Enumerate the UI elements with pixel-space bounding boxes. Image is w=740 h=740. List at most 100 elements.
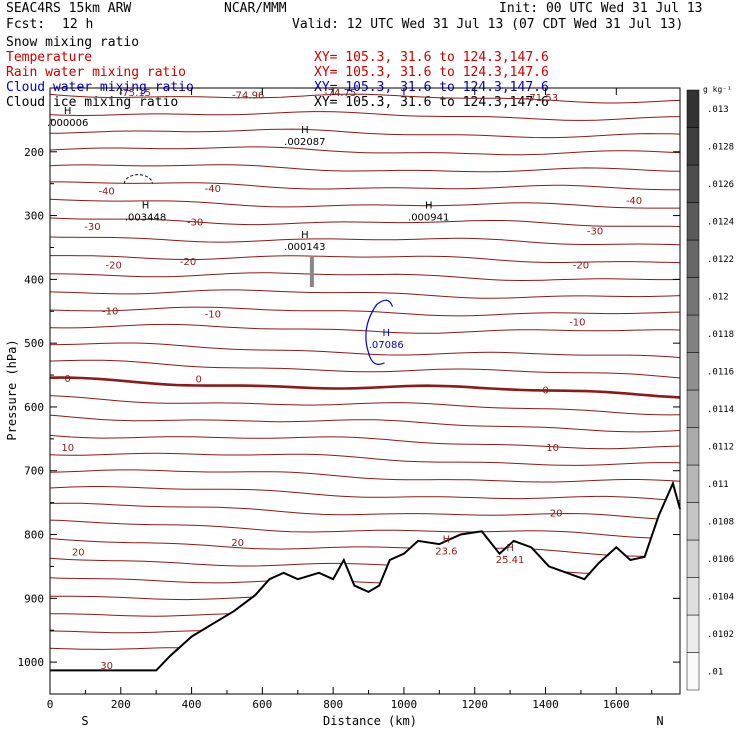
temperature-label: -20 bbox=[180, 257, 196, 268]
temperature-label: 10 bbox=[61, 443, 74, 454]
colorbar-cell bbox=[686, 352, 700, 391]
temperature-contour-line bbox=[49, 342, 681, 359]
north-label: N bbox=[656, 714, 663, 728]
temperature-label: -71.53 bbox=[526, 93, 558, 104]
colorbar-cell bbox=[686, 314, 700, 353]
temperature-label: -20 bbox=[573, 260, 589, 271]
colorbar-tick-label: .0118 bbox=[707, 330, 734, 340]
temperature-label: 0 bbox=[542, 385, 548, 396]
colorbar-tick-label: .013 bbox=[707, 105, 729, 115]
max-marker: H bbox=[506, 543, 514, 554]
cloud-water-contour bbox=[365, 299, 394, 365]
temperature-label: -40 bbox=[205, 184, 221, 195]
colorbar-cell bbox=[686, 127, 700, 166]
temperature-contour-line bbox=[49, 128, 681, 139]
init-time: Init: 00 UTC Wed 31 Jul 13 bbox=[499, 1, 703, 16]
x-tick-label: 0 bbox=[47, 698, 54, 711]
temperature-label: -74.96 bbox=[232, 91, 264, 102]
max-marker: H bbox=[64, 106, 72, 117]
colorbar-tick-label: .012 bbox=[707, 292, 729, 302]
temperature-label: -74.75 bbox=[324, 88, 356, 99]
colorbar-tick-label: .0112 bbox=[707, 442, 734, 452]
fcst-label: Fcst: bbox=[6, 17, 46, 32]
colorbar-cell bbox=[686, 89, 700, 128]
field-features bbox=[123, 174, 394, 365]
temperature-label: -30 bbox=[587, 227, 603, 238]
y-tick-label: 300 bbox=[24, 210, 44, 223]
valid-time: Valid: 12 UTC Wed 31 Jul 13 (07 CDT Wed … bbox=[292, 17, 684, 32]
max-value: .003448 bbox=[125, 212, 166, 223]
x-tick-label: 1600 bbox=[603, 698, 630, 711]
y-tick-label: 500 bbox=[24, 337, 44, 350]
max-value: 23.6 bbox=[435, 547, 457, 558]
colorbar-cell bbox=[686, 277, 700, 316]
y-axis-title: Pressure (hPa) bbox=[5, 339, 19, 440]
y-tick-label: 700 bbox=[24, 465, 44, 478]
x-tick-label: 800 bbox=[323, 698, 343, 711]
x-tick-label: 1000 bbox=[391, 698, 418, 711]
temperature-label: 20 bbox=[550, 508, 563, 519]
y-tick-label: 600 bbox=[24, 401, 44, 414]
temperature-contour-line bbox=[50, 255, 681, 264]
colorbar-cell bbox=[686, 502, 700, 541]
colorbar-cell bbox=[686, 539, 700, 578]
max-value: .000143 bbox=[284, 242, 325, 253]
field-snow-name: Snow mixing ratio bbox=[6, 35, 140, 50]
field-rain-xy: XY= 105.3, 31.6 to 124.3,147.6 bbox=[314, 65, 549, 80]
temperature-contour-line bbox=[49, 93, 681, 104]
colorbar-tick-label: .0106 bbox=[707, 555, 734, 565]
colorbar-tick-label: .0108 bbox=[707, 517, 734, 527]
temperature-contour-line bbox=[49, 538, 680, 557]
colorbar: .01 .0102 .0104 .0106 .0108 .011 .0112 .0114 .01… bbox=[686, 85, 734, 691]
terrain-line bbox=[50, 480, 681, 672]
temperature-label: -40 bbox=[98, 186, 114, 197]
temperature-label: 20 bbox=[231, 538, 244, 549]
colorbar-tick-label: .0128 bbox=[707, 142, 734, 152]
temperature-contour-line bbox=[50, 181, 680, 191]
temperature-contour-line bbox=[49, 217, 681, 227]
field-temp-name: Temperature bbox=[6, 50, 93, 65]
temperature-label: 0 bbox=[195, 375, 201, 386]
temperature-contour-line bbox=[49, 434, 681, 450]
temperature-label: -10 bbox=[102, 306, 118, 317]
colorbar-cell bbox=[686, 652, 700, 691]
temperature-label: -30 bbox=[84, 222, 100, 233]
temperature-contour-line bbox=[49, 236, 681, 246]
org-label: NCAR/MMM bbox=[224, 1, 287, 16]
temperature-contour-line bbox=[49, 502, 681, 521]
colorbar-cell bbox=[686, 164, 700, 203]
temperature-label: 0 bbox=[65, 374, 71, 385]
max-marker: H bbox=[301, 230, 309, 241]
colorbar-cell bbox=[686, 239, 700, 278]
model-title: SEAC4RS 15km ARW bbox=[6, 1, 132, 16]
colorbar-tick-label: .0116 bbox=[707, 367, 734, 377]
colorbar-tick-label: .0122 bbox=[707, 255, 734, 265]
x-axis-title: Distance (km) bbox=[323, 714, 417, 728]
max-marker: H bbox=[443, 535, 451, 546]
temperature-labels: -74.96 -74.75 -71.53 -75.15 -40 -40 -40 -30 -30 -… bbox=[61, 88, 642, 672]
colorbar-unit: g kg⁻¹ bbox=[703, 85, 732, 94]
max-marker: H bbox=[425, 200, 433, 211]
snow-shading bbox=[309, 257, 314, 288]
temperature-contour-line bbox=[49, 486, 681, 502]
fcst-value: 12 h bbox=[62, 17, 94, 32]
colorbar-cell bbox=[686, 427, 700, 466]
max-marker: H bbox=[301, 125, 309, 136]
max-value: .07086 bbox=[369, 340, 404, 351]
max-marker: H bbox=[382, 328, 390, 339]
temperature-contour-line bbox=[49, 289, 681, 299]
temperature-contour-line bbox=[49, 198, 680, 209]
colorbar-cell bbox=[686, 202, 700, 241]
temperature-contour-line bbox=[49, 519, 681, 539]
colorbar-tick-label: .0104 bbox=[707, 592, 734, 602]
temperature-contour-line bbox=[49, 395, 681, 416]
max-value: .002087 bbox=[284, 137, 325, 148]
temperature-contour-line bbox=[49, 306, 681, 317]
temperature-contours bbox=[49, 93, 681, 661]
x-tick-label: 400 bbox=[182, 698, 202, 711]
temperature-contour-line bbox=[49, 557, 681, 575]
colorbar-tick-label: .0102 bbox=[707, 630, 734, 640]
x-tick-label: 600 bbox=[252, 698, 272, 711]
